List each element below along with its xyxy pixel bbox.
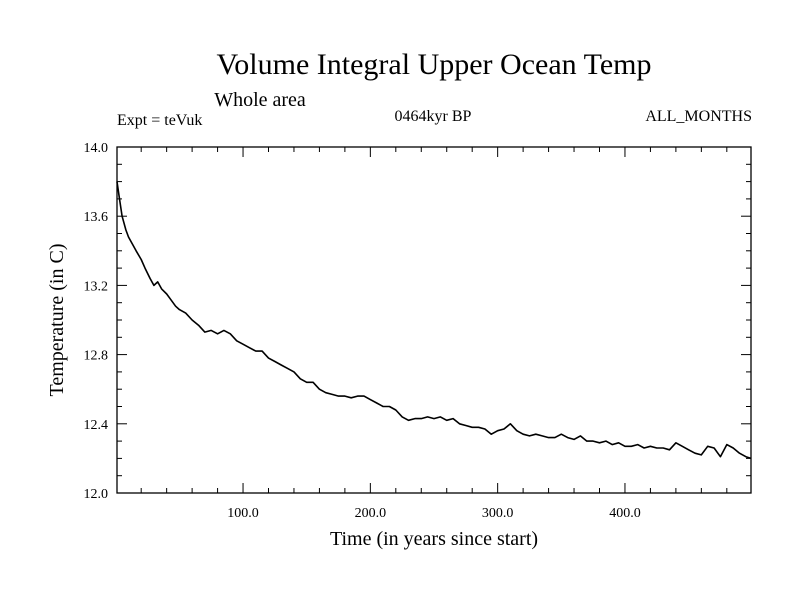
y-tick-label: 13.6	[84, 210, 109, 225]
months-label: ALL_MONTHS	[645, 108, 752, 125]
chart-subtitle: Whole area	[214, 89, 306, 111]
plot-frame	[116, 146, 752, 494]
y-tick-label: 12.4	[84, 418, 109, 433]
y-axis-label: Temperature (in C)	[46, 244, 68, 397]
x-axis-tick-labels: 100.0 200.0 300.0 400.0	[227, 506, 640, 521]
x-tick-label: 200.0	[355, 506, 387, 521]
axis-ticks	[117, 146, 751, 494]
x-tick-label: 300.0	[482, 506, 514, 521]
y-axis-tick-labels: 12.0 12.4 12.8 13.2 13.6 14.0	[84, 141, 109, 502]
chart-title: Volume Integral Upper Ocean Temp	[217, 48, 652, 81]
y-tick-label: 12.8	[84, 349, 109, 364]
experiment-label: Expt = teVuk	[117, 112, 202, 129]
x-tick-label: 100.0	[227, 506, 259, 521]
y-tick-label: 12.0	[84, 487, 109, 502]
period-label: 0464kyr BP	[395, 108, 472, 125]
x-tick-label: 400.0	[609, 506, 641, 521]
y-tick-label: 14.0	[84, 141, 109, 156]
x-axis-label: Time (in years since start)	[330, 528, 538, 550]
y-tick-label: 13.2	[84, 279, 109, 294]
series-line	[116, 181, 752, 460]
